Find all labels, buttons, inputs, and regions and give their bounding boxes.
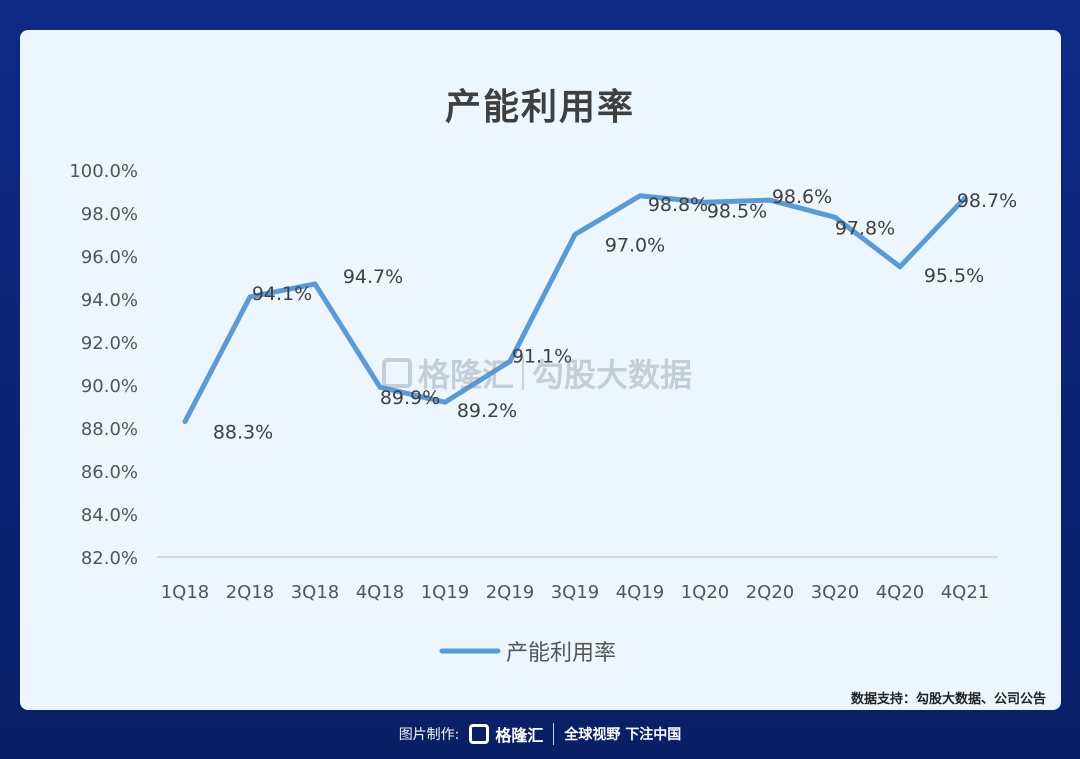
data-label: 94.7% [343,266,403,288]
x-tick-label: 1Q20 [681,582,730,603]
watermark: 格隆汇 勾股大数据 [382,350,692,396]
footer-brand: 格隆汇 [495,726,544,745]
x-tick-label: 4Q18 [356,582,405,603]
y-tick-label: 100.0% [69,161,138,182]
x-tick-label: 3Q19 [551,582,600,603]
data-label: 98.8% [648,194,708,216]
x-tick-label: 2Q18 [226,582,275,603]
x-tick-label: 1Q18 [161,582,210,603]
data-label: 98.7% [957,190,1017,212]
y-tick-label: 86.0% [81,462,138,483]
x-axis-ticks: 1Q18 2Q18 3Q18 4Q18 1Q19 2Q19 3Q19 4Q19 1Q20 2Q20… [161,582,990,603]
chart-card [20,30,1061,710]
data-label: 88.3% [213,422,273,444]
y-axis-ticks: 82.0% 84.0% 86.0% 88.0% 90.0% 92.0% 94.0% 96.0%… [69,161,138,569]
footer-separator [553,723,555,745]
data-label: 98.6% [772,186,832,208]
data-label: 94.1% [252,283,312,305]
chart-title: 产能利用率 [444,87,635,128]
data-label: 97.8% [835,217,895,239]
x-tick-label: 4Q20 [876,582,925,603]
brand-logo-icon [469,724,490,744]
y-tick-label: 96.0% [81,247,138,268]
y-tick-label: 90.0% [81,376,138,397]
footer-slogan: 全球视野 下注中国 [564,727,682,743]
x-tick-label: 1Q19 [421,582,470,603]
legend-label: 产能利用率 [506,641,616,666]
watermark-product: 勾股大数据 [532,356,693,394]
x-tick-label: 2Q19 [486,582,535,603]
series-line [182,193,968,425]
y-tick-label: 98.0% [81,204,138,225]
y-tick-label: 88.0% [81,419,138,440]
data-label: 89.2% [457,400,517,422]
watermark-brand: 格隆汇 [418,356,515,394]
x-tick-label: 4Q19 [616,582,665,603]
y-tick-label: 94.0% [81,290,138,311]
y-tick-label: 92.0% [81,333,138,354]
data-label: 95.5% [924,265,984,287]
data-label: 91.1% [512,345,572,367]
y-tick-label: 82.0% [81,548,138,569]
x-tick-label: 2Q20 [746,582,795,603]
source-note: 数据支持：勾股大数据、公司公告 [850,692,1046,707]
x-tick-label: 3Q20 [811,582,860,603]
x-tick-label: 4Q21 [941,582,990,603]
data-label: 89.9% [380,387,440,409]
watermark-separator [522,356,525,390]
y-tick-label: 84.0% [81,505,138,526]
footer-credit: 图片制作: [398,727,460,743]
x-tick-label: 3Q18 [291,582,340,603]
data-label: 98.5% [707,200,767,222]
footer: 图片制作: 格隆汇 全球视野 下注中国 [0,722,1080,746]
data-labels: 88.3% 94.1% 94.7% 89.9% 89.2% 91.1% 97.0% 98.8%… [213,186,1017,443]
watermark-logo-icon [382,358,412,388]
data-label: 97.0% [605,235,665,257]
